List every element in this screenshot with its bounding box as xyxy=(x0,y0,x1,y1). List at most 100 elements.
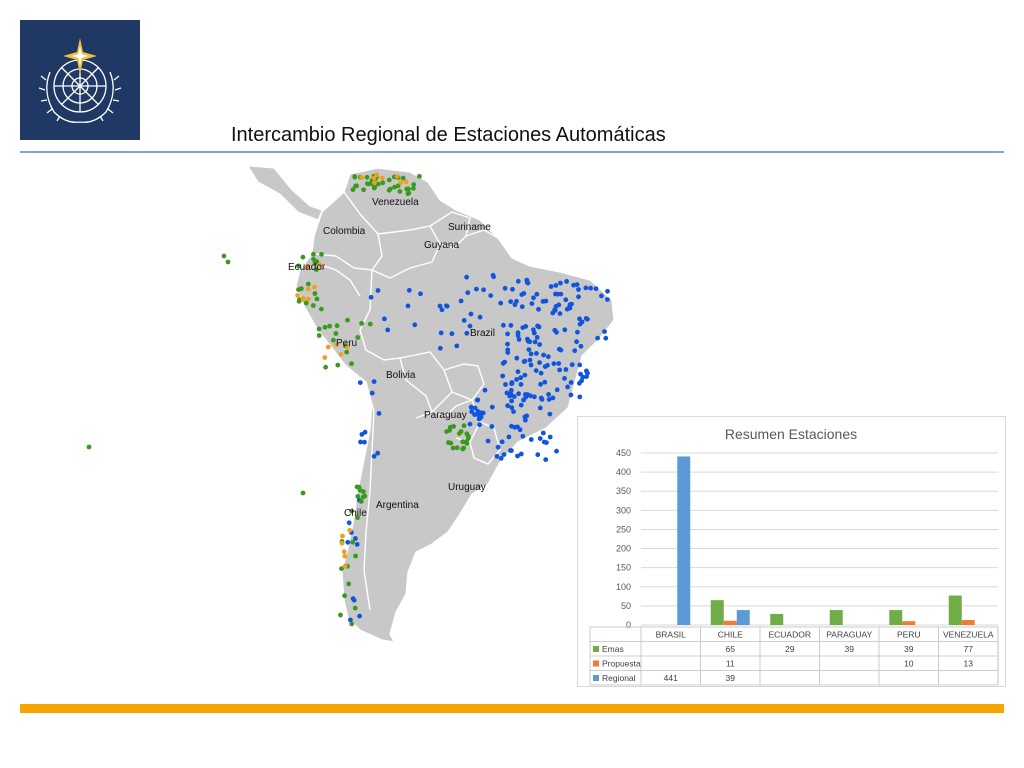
regional-station-dot xyxy=(405,303,411,309)
emas-station-dot xyxy=(319,306,324,312)
data-label: 29 xyxy=(785,644,795,654)
regional-station-dot xyxy=(375,450,381,456)
legend-label-propuesta: Propuesta xyxy=(602,659,641,669)
regional-station-dot xyxy=(547,411,553,417)
emas-station-dot xyxy=(360,494,366,500)
regional-station-dot xyxy=(556,302,562,308)
regional-station-dot xyxy=(532,394,537,400)
data-label: 39 xyxy=(726,673,736,683)
emas-station-dot xyxy=(342,593,347,599)
propuesta-station-dot xyxy=(372,180,377,186)
regional-station-dot xyxy=(514,377,519,382)
regional-station-dot xyxy=(449,331,455,337)
regional-station-dot xyxy=(531,295,536,301)
propuesta-station-dot xyxy=(300,297,306,302)
regional-station-dot xyxy=(534,351,539,356)
regional-station-dot xyxy=(500,373,506,379)
emas-station-dot xyxy=(316,326,322,332)
regional-station-dot xyxy=(481,287,486,293)
regional-station-dot xyxy=(544,440,549,445)
regional-station-dot xyxy=(505,331,510,337)
regional-station-dot xyxy=(593,286,599,292)
regional-station-dot xyxy=(535,452,541,458)
propuesta-station-dot xyxy=(312,284,317,290)
regional-station-dot xyxy=(538,381,543,387)
data-label: 39 xyxy=(904,644,914,654)
y-tick-label: 0 xyxy=(626,620,631,630)
bar-emas xyxy=(770,613,784,625)
legend-swatch-emas xyxy=(593,646,599,652)
bar-emas xyxy=(710,600,724,625)
propuesta-station-dot xyxy=(322,355,328,360)
regional-station-dot xyxy=(371,453,377,459)
regional-station-dot xyxy=(522,358,528,364)
emas-station-dot xyxy=(298,286,304,292)
emas-station-dot xyxy=(300,254,306,260)
regional-station-dot xyxy=(371,379,377,384)
propuesta-station-dot xyxy=(379,175,385,181)
regional-station-dot xyxy=(576,294,581,300)
regional-station-dot xyxy=(439,307,445,313)
regional-station-dot xyxy=(467,323,473,329)
emas-station-dot xyxy=(355,335,361,340)
regional-station-dot xyxy=(521,397,526,403)
regional-station-dot xyxy=(518,402,524,408)
regional-station-dot xyxy=(557,367,562,373)
propuesta-station-dots xyxy=(295,172,409,569)
emas-station-dot xyxy=(312,291,318,296)
regional-station-dot xyxy=(546,392,551,397)
regional-station-dot xyxy=(555,291,561,297)
regional-station-dot xyxy=(499,439,505,445)
y-tick-label: 150 xyxy=(616,563,631,573)
regional-station-dot xyxy=(382,316,387,322)
regional-station-dot xyxy=(508,387,514,393)
regional-station-dot xyxy=(588,285,593,291)
propuesta-station-dot xyxy=(305,264,310,270)
page-title: Intercambio Regional de Estaciones Autom… xyxy=(231,124,666,146)
stations-summary-chart: Resumen Estaciones 0 50 100 150 200 250 300 350 4… xyxy=(577,416,1006,687)
legend-label-emas: Emas xyxy=(602,644,624,654)
emas-station-dot xyxy=(327,323,332,329)
regional-station-dot xyxy=(458,298,464,304)
bar-chart: Resumen Estaciones 0 50 100 150 200 250 300 350 4… xyxy=(589,426,999,686)
station-map: Venezuela Colombia Suriname Guyana Ecuad… xyxy=(86,165,615,643)
emas-station-dot xyxy=(319,251,324,257)
regional-station-dot xyxy=(548,284,554,289)
regional-station-dot xyxy=(468,404,474,410)
regional-station-dot xyxy=(511,409,516,414)
emas-station-dot xyxy=(353,553,358,559)
emas-station-dot xyxy=(297,297,302,303)
regional-station-dot xyxy=(369,390,375,396)
regional-station-dot xyxy=(540,299,546,304)
regional-station-dot xyxy=(474,286,479,292)
label-ecuador: Ecuador xyxy=(288,262,326,273)
regional-station-dot xyxy=(412,322,418,328)
regional-station-dot xyxy=(529,301,535,306)
propuesta-station-dot xyxy=(398,180,403,186)
emas-station-dot xyxy=(372,184,378,190)
propuesta-station-dot xyxy=(325,344,331,350)
emas-station-dot xyxy=(350,539,356,545)
regional-station-dot xyxy=(469,409,475,415)
label-colombia: Colombia xyxy=(323,226,366,237)
propuesta-station-dot xyxy=(374,172,380,178)
regional-station-dot xyxy=(540,430,546,436)
regional-station-dot xyxy=(501,322,506,328)
data-label: 11 xyxy=(726,659,735,669)
emas-station-dot xyxy=(451,424,456,429)
regional-station-dot xyxy=(571,282,576,288)
regional-station-dot xyxy=(515,278,521,284)
regional-station-dot xyxy=(537,405,543,411)
regional-station-dot xyxy=(438,330,444,336)
bar-propuesta xyxy=(723,620,737,625)
regional-station-dot xyxy=(533,368,539,373)
propuesta-station-dot xyxy=(347,527,353,533)
regional-station-dot xyxy=(495,444,501,450)
data-label: 10 xyxy=(904,659,914,669)
emas-station-dot xyxy=(400,175,406,181)
regional-station-dot xyxy=(603,335,609,341)
emas-station-dot xyxy=(355,515,360,521)
regional-station-dot xyxy=(568,380,574,385)
regional-station-dot xyxy=(358,439,363,445)
regional-station-dot xyxy=(584,368,589,374)
